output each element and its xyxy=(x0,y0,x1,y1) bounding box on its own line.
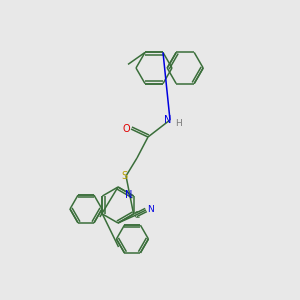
Text: N: N xyxy=(125,190,132,200)
Text: S: S xyxy=(121,171,127,181)
Text: N: N xyxy=(148,206,154,214)
Text: H: H xyxy=(176,118,182,127)
Text: C: C xyxy=(134,212,140,220)
Text: N: N xyxy=(164,115,172,125)
Text: O: O xyxy=(122,124,130,134)
